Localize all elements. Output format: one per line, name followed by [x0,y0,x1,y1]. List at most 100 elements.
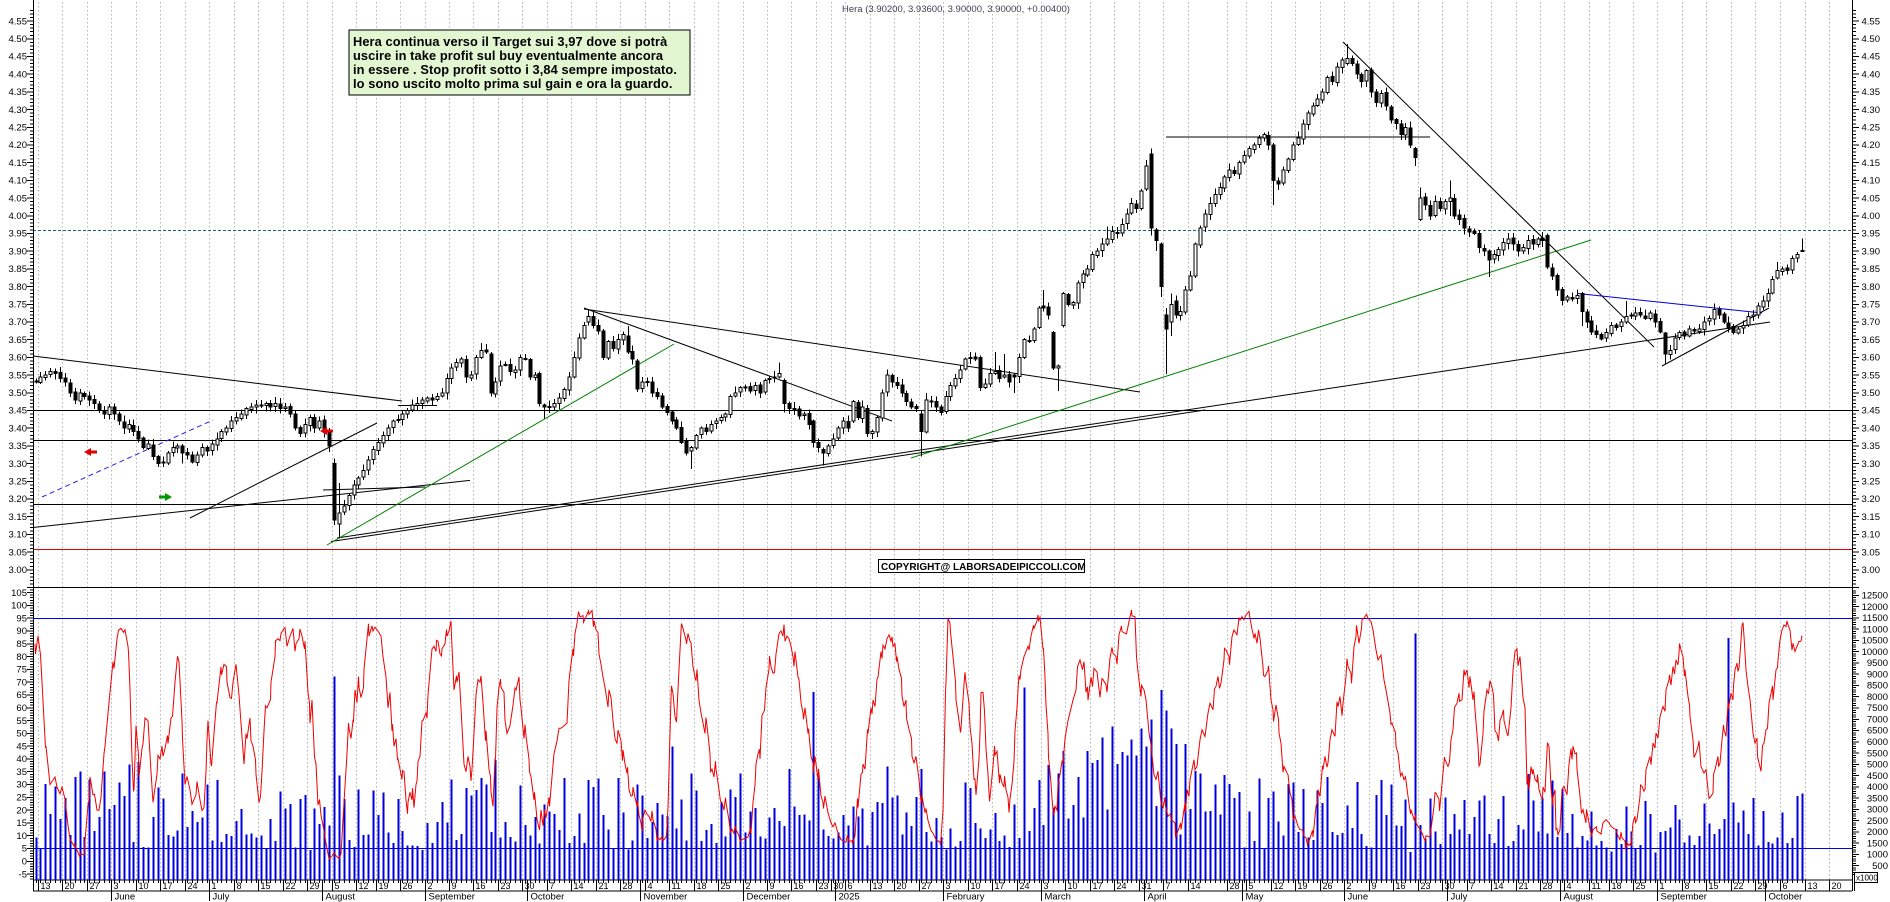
svg-text:35: 35 [16,767,27,778]
svg-text:40: 40 [16,754,27,765]
svg-text:3: 3 [114,881,119,891]
svg-text:June: June [1348,892,1369,902]
svg-text:9: 9 [1372,881,1377,891]
svg-text:20: 20 [897,881,907,891]
svg-text:13: 13 [41,881,51,891]
svg-text:December: December [747,892,791,902]
svg-text:23: 23 [501,881,511,891]
svg-text:11000: 11000 [1862,624,1888,635]
svg-text:April: April [1148,892,1167,902]
svg-text:7: 7 [1470,881,1475,891]
svg-text:3.90: 3.90 [9,246,28,257]
svg-text:4: 4 [648,881,653,891]
svg-text:4.50: 4.50 [1862,34,1881,45]
svg-text:4.10: 4.10 [1862,176,1881,187]
svg-text:28: 28 [1230,881,1240,891]
svg-text:1: 1 [212,881,217,891]
svg-text:3.00: 3.00 [9,565,28,576]
svg-text:10500: 10500 [1862,636,1888,647]
svg-text:4.55: 4.55 [1862,16,1881,27]
svg-text:3: 3 [946,881,951,891]
svg-text:August: August [326,892,356,902]
svg-text:24: 24 [188,881,198,891]
svg-text:August: August [1564,892,1594,902]
svg-text:3.55: 3.55 [9,370,28,381]
svg-text:5000: 5000 [1867,760,1888,771]
svg-text:6000: 6000 [1867,737,1888,748]
svg-text:3.15: 3.15 [1862,512,1881,523]
svg-text:21: 21 [599,881,609,891]
svg-text:13: 13 [1808,881,1818,891]
svg-text:22: 22 [286,881,296,891]
svg-text:4.45: 4.45 [1862,52,1881,63]
svg-text:26: 26 [1323,881,1333,891]
svg-text:500: 500 [1872,861,1888,872]
svg-text:10: 10 [1068,881,1078,891]
svg-text:90: 90 [16,626,27,637]
svg-text:3.95: 3.95 [9,229,28,240]
svg-text:3.65: 3.65 [9,335,28,346]
svg-text:4.35: 4.35 [1862,87,1881,98]
svg-text:45: 45 [16,741,27,752]
svg-text:5500: 5500 [1867,748,1888,759]
svg-text:7500: 7500 [1867,703,1888,714]
svg-text:5: 5 [335,881,340,891]
svg-text:11: 11 [672,881,681,891]
svg-text:6: 6 [1783,881,1788,891]
svg-text:26: 26 [403,881,413,891]
svg-text:4.30: 4.30 [1862,105,1881,116]
svg-text:3.45: 3.45 [1862,406,1881,417]
svg-text:23: 23 [819,881,829,891]
svg-text:16: 16 [476,881,486,891]
svg-text:3.20: 3.20 [9,494,28,505]
svg-text:25: 25 [16,793,27,804]
svg-text:6: 6 [848,881,853,891]
svg-text:25: 25 [1636,881,1646,891]
svg-text:10: 10 [16,831,27,842]
svg-text:October: October [1769,892,1803,902]
svg-text:May: May [1246,892,1264,902]
svg-text:4.00: 4.00 [9,211,28,222]
svg-text:3.75: 3.75 [1862,300,1881,311]
svg-text:September: September [1661,892,1707,902]
svg-text:June: June [115,892,136,902]
svg-text:3.10: 3.10 [9,530,28,541]
svg-text:x1000: x1000 [1856,874,1878,883]
svg-text:30: 30 [1445,881,1455,891]
svg-text:1500: 1500 [1867,838,1888,849]
svg-text:8000: 8000 [1867,692,1888,703]
svg-text:3.30: 3.30 [9,459,28,470]
svg-text:23: 23 [1421,881,1431,891]
svg-text:3.40: 3.40 [1862,423,1881,434]
svg-text:80: 80 [16,652,27,663]
svg-text:20: 20 [16,805,27,816]
svg-text:3.60: 3.60 [1862,353,1881,364]
svg-text:4500: 4500 [1867,771,1888,782]
svg-text:July: July [213,892,230,902]
svg-text:8: 8 [237,881,242,891]
svg-text:3.70: 3.70 [1862,317,1881,328]
svg-text:7: 7 [550,881,555,891]
svg-text:3.35: 3.35 [9,441,28,452]
svg-text:29: 29 [1758,881,1768,891]
svg-text:8500: 8500 [1867,681,1888,692]
svg-text:Hera continua verso il Target: Hera continua verso il Target sui 3,97 d… [353,34,668,49]
svg-text:19: 19 [1298,881,1308,891]
svg-text:30: 30 [16,780,27,791]
svg-text:2: 2 [428,881,433,891]
svg-text:105: 105 [11,588,27,599]
svg-text:17: 17 [1093,881,1103,891]
svg-text:uscire in take profit sul buy: uscire in take profit sul buy eventualme… [353,48,664,63]
svg-text:4.55: 4.55 [9,16,28,27]
svg-text:17: 17 [995,881,1005,891]
svg-text:16: 16 [1396,881,1406,891]
svg-text:February: February [947,892,985,902]
svg-text:5: 5 [22,844,27,855]
svg-text:3.95: 3.95 [1862,229,1881,240]
svg-text:75: 75 [16,665,27,676]
svg-text:7: 7 [1166,881,1171,891]
svg-text:2: 2 [1347,881,1352,891]
svg-text:Io sono uscito molto prima sul: Io sono uscito molto prima sul gain e or… [353,76,672,91]
svg-text:27: 27 [922,881,932,891]
svg-text:September: September [429,892,475,902]
